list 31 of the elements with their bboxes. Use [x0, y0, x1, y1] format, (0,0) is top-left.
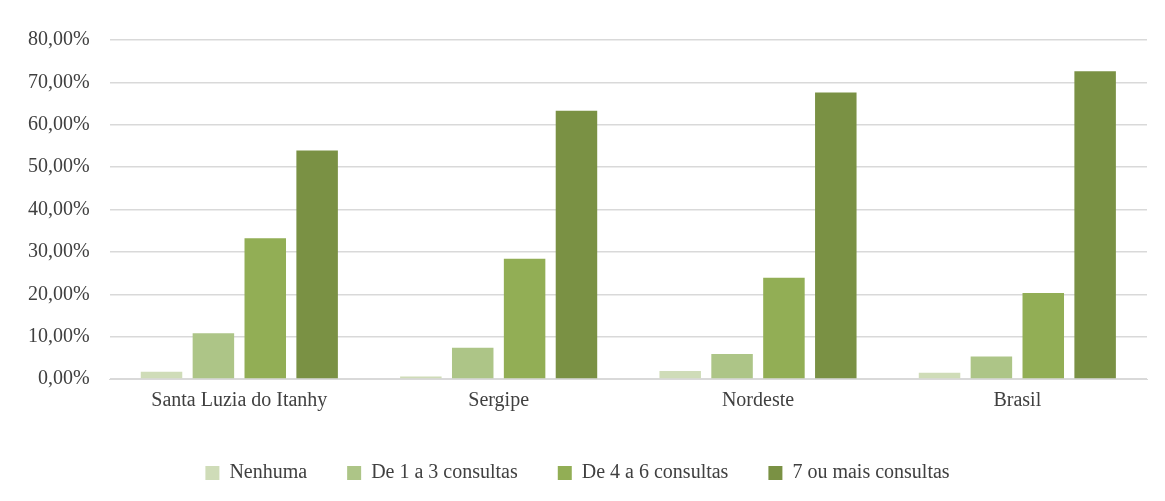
legend-label: De 4 a 6 consultas [581, 460, 729, 483]
bar [192, 333, 235, 379]
bar [555, 110, 598, 379]
y-tick-label: 50,00% [27, 154, 90, 177]
bar [659, 370, 701, 379]
x-tick-label: Sergipe [468, 388, 530, 412]
x-tick-label: Santa Luzia do Itanhy [151, 388, 328, 412]
bar [763, 277, 805, 379]
bar [244, 238, 287, 379]
bar [970, 356, 1013, 379]
y-tick-label: 70,00% [27, 69, 90, 92]
bar [140, 371, 183, 379]
bar [815, 92, 857, 379]
legend-label: Nenhuma [229, 460, 308, 483]
y-tick-label: 30,00% [27, 239, 90, 262]
bar [451, 347, 494, 379]
bar [503, 258, 546, 379]
legend-label: De 1 a 3 consultas [371, 460, 518, 483]
y-tick-label: 10,00% [27, 323, 90, 346]
y-tick-label: 60,00% [27, 112, 90, 134]
y-tick-label: 40,00% [27, 196, 90, 219]
x-tick-label: Brasil [993, 388, 1042, 411]
legend-label: 7 ou mais consultas [792, 460, 950, 483]
bar [1074, 71, 1116, 379]
bar [296, 150, 338, 379]
x-tick-label: Nordeste [721, 388, 795, 411]
y-tick-label: 20,00% [27, 281, 90, 304]
y-tick-label: 80,00% [27, 27, 90, 50]
y-tick-label: 0,00% [37, 366, 90, 389]
bar [711, 354, 753, 379]
bar [1022, 292, 1065, 379]
